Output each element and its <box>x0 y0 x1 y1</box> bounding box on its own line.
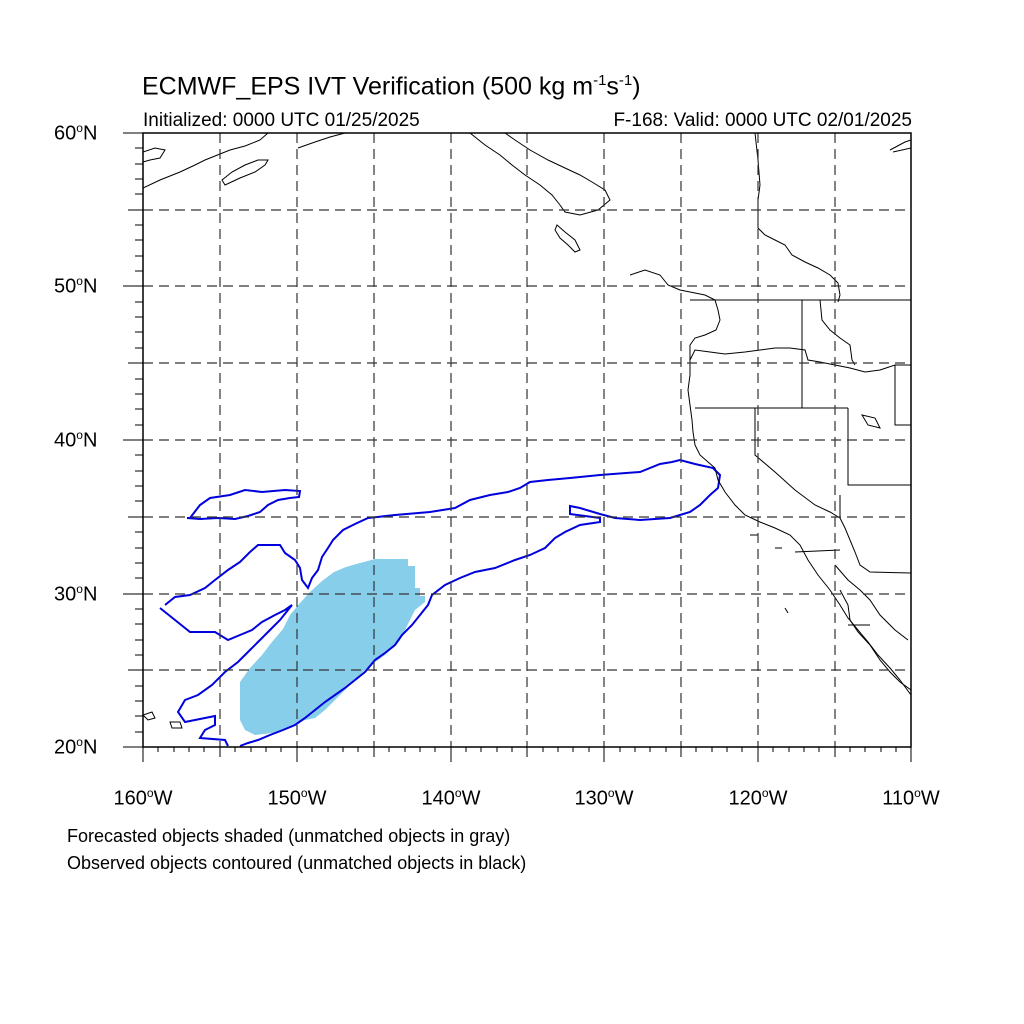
lon-label-140w: 140oW <box>421 786 481 810</box>
lat-label-50n: 50oN <box>54 274 98 298</box>
observed-legend-note: Observed objects contoured (unmatched ob… <box>67 853 527 873</box>
forecast-legend-note: Forecasted objects shaded (unmatched obj… <box>67 826 511 846</box>
lon-label-130w: 130oW <box>574 786 634 810</box>
lat-label-40n: 40oN <box>54 428 98 452</box>
map-title: ECMWF_EPS IVT Verification (500 kg m-1s-… <box>142 72 641 101</box>
observed-object-central <box>164 458 722 747</box>
observed-object-west <box>159 604 293 747</box>
graticule <box>143 133 911 747</box>
lon-label-150w: 150oW <box>267 786 327 810</box>
valid-time: F-168: Valid: 0000 UTC 02/01/2025 <box>613 110 912 131</box>
lat-label-60n: 60oN <box>54 121 98 145</box>
tick-marks <box>123 132 912 762</box>
init-time: Initialized: 0000 UTC 01/25/2025 <box>143 110 420 131</box>
lat-label-20n: 20oN <box>54 735 98 759</box>
lon-label-160w: 160oW <box>113 786 173 810</box>
observed-object-main <box>186 488 302 521</box>
lon-label-110w: 110oW <box>882 786 940 810</box>
coastlines <box>143 133 911 729</box>
lat-label-30n: 30oN <box>54 582 98 606</box>
forecast-object <box>240 559 425 735</box>
lon-label-120w: 120oW <box>728 786 788 810</box>
